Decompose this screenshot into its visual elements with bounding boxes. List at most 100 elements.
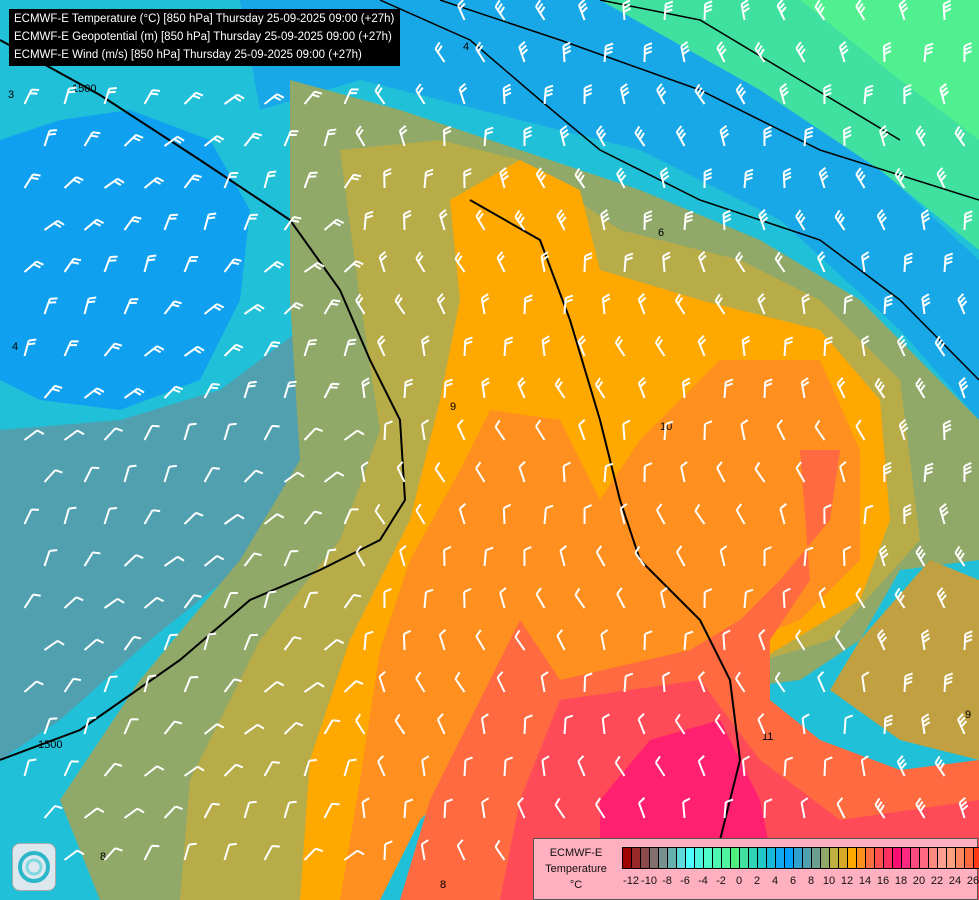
- color-swatch: [848, 848, 857, 868]
- wind-barb: [343, 88, 359, 105]
- wind-barb: [523, 714, 533, 735]
- wind-barb: [719, 545, 728, 567]
- wind-barb: [343, 680, 364, 693]
- wind-barb: [361, 797, 370, 819]
- wind-barb: [480, 293, 490, 315]
- color-swatch: [767, 848, 776, 868]
- wind-barb: [523, 546, 532, 567]
- wind-barb: [63, 596, 84, 609]
- wind-barb: [502, 503, 512, 525]
- wind-barb: [716, 41, 727, 63]
- wind-barb: [894, 587, 906, 609]
- wind-barb: [682, 377, 691, 399]
- wind-barb: [740, 0, 750, 21]
- wind-barb: [475, 629, 486, 651]
- wind-barb: [754, 461, 766, 483]
- wind-barb: [643, 42, 653, 63]
- wind-barb: [363, 630, 374, 651]
- wind-barb: [663, 0, 674, 21]
- wind-barb: [163, 213, 178, 231]
- wind-barb: [814, 419, 826, 441]
- wind-barb: [203, 303, 225, 315]
- wind-barb: [183, 511, 204, 525]
- wind-barb: [680, 461, 688, 483]
- color-swatch: [956, 848, 965, 868]
- wind-barb: [535, 0, 546, 21]
- title-geopotential: ECMWF-E Geopotential (m) [850 hPa] Thurs…: [14, 31, 392, 43]
- wind-barb: [399, 545, 407, 567]
- wind-barb: [763, 798, 773, 819]
- wind-barb: [934, 335, 946, 357]
- wind-barb: [714, 293, 726, 315]
- wind-barb: [800, 377, 810, 399]
- color-swatch: [857, 848, 866, 868]
- wind-barb: [494, 0, 506, 21]
- color-swatch: [722, 848, 731, 868]
- wind-barb: [694, 503, 706, 525]
- wind-barb: [415, 83, 426, 105]
- color-swatch: [650, 848, 659, 868]
- color-scale: [622, 847, 979, 869]
- wind-barb: [223, 93, 245, 105]
- wind-barb: [183, 765, 205, 777]
- wind-barb: [723, 798, 734, 819]
- wind-barb: [480, 713, 489, 735]
- wind-barb: [23, 260, 44, 273]
- legend-model: ECMWF-E: [549, 847, 603, 859]
- wind-barb: [878, 125, 889, 147]
- wind-barb: [23, 508, 40, 525]
- wind-barb: [223, 172, 239, 189]
- wind-barb: [323, 719, 341, 735]
- wind-barb: [563, 294, 574, 315]
- wind-barb: [475, 41, 486, 63]
- wind-barb: [263, 681, 285, 693]
- wind-barb: [514, 629, 526, 651]
- wind-barb: [783, 336, 794, 357]
- wind-barb: [463, 756, 473, 777]
- wind-barb: [697, 755, 706, 777]
- wind-barb: [63, 849, 85, 861]
- contour-label: 6: [658, 227, 664, 239]
- color-swatch: [785, 848, 794, 868]
- wind-barb: [223, 422, 237, 441]
- tick-label: 20: [912, 875, 926, 887]
- wind-barb: [303, 591, 318, 609]
- wind-barb: [957, 293, 968, 315]
- wind-barb: [863, 84, 874, 105]
- wind-barb: [303, 261, 325, 273]
- wind-barb: [163, 135, 185, 147]
- wind-barb: [675, 125, 687, 147]
- wind-barb: [757, 293, 766, 315]
- wind-barb: [559, 545, 568, 567]
- wind-barb: [456, 419, 466, 441]
- wind-barb: [860, 755, 869, 777]
- wind-barb: [743, 168, 754, 189]
- wind-barb: [499, 167, 509, 189]
- wind-barb: [323, 299, 341, 315]
- wind-barb: [438, 209, 448, 231]
- tick-label: 26: [966, 875, 979, 887]
- wind-barb: [963, 462, 972, 483]
- wind-barb: [263, 341, 281, 357]
- wind-barb: [883, 294, 893, 315]
- wind-barb: [823, 756, 833, 777]
- color-swatch: [740, 848, 749, 868]
- wind-barb: [703, 588, 713, 609]
- contour-label: 8: [100, 851, 106, 863]
- wind-barb: [656, 83, 667, 105]
- wind-barb: [903, 83, 912, 105]
- wind-barb: [801, 293, 810, 315]
- wind-barb: [303, 510, 323, 525]
- wind-barb: [183, 676, 199, 693]
- wind-barb: [123, 216, 142, 231]
- wind-barb: [803, 546, 814, 567]
- wind-barb: [183, 842, 197, 861]
- color-swatch: [947, 848, 956, 868]
- wind-barb: [163, 300, 182, 315]
- wind-barb: [782, 167, 792, 189]
- wind-barb: [643, 462, 653, 483]
- wind-barb: [758, 629, 766, 651]
- wind-barb: [663, 420, 674, 441]
- wind-barb: [443, 545, 452, 567]
- wind-barb: [343, 593, 362, 609]
